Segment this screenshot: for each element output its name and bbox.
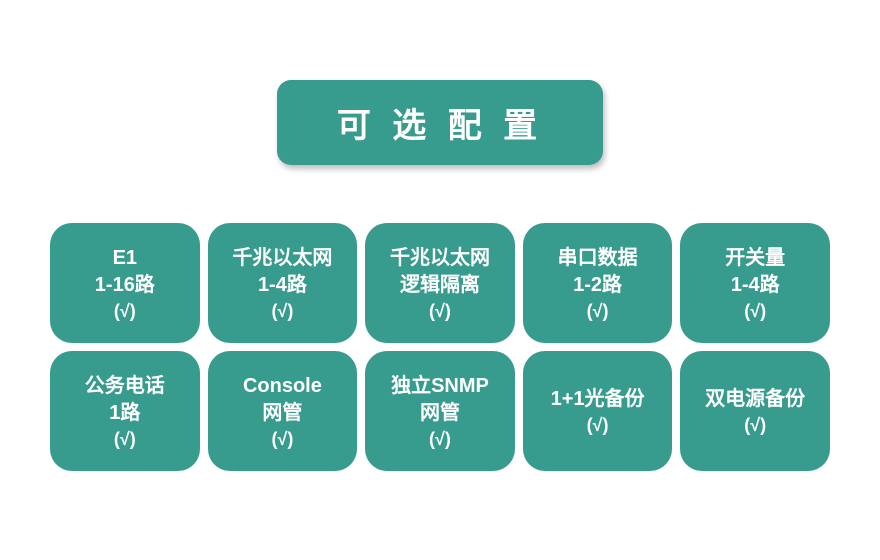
option-check: (√) — [429, 301, 451, 322]
option-card: Console网管(√) — [208, 351, 358, 471]
option-card: 千兆以太网逻辑隔离(√) — [365, 223, 515, 343]
option-check: (√) — [587, 301, 609, 322]
option-line2: 1-2路 — [573, 272, 622, 299]
option-line2: 1-4路 — [731, 272, 780, 299]
option-check: (√) — [744, 301, 766, 322]
infographic-container: 可 选 配 置 E11-16路(√)千兆以太网1-4路(√)千兆以太网逻辑隔离(… — [0, 0, 880, 560]
option-line2: 网管 — [420, 400, 460, 427]
option-card: E11-16路(√) — [50, 223, 200, 343]
option-line1: 千兆以太网 — [390, 245, 490, 272]
option-check: (√) — [114, 429, 136, 450]
option-line2: 1-16路 — [95, 272, 155, 299]
option-line1: 独立SNMP — [391, 373, 489, 400]
option-card: 1+1光备份(√) — [523, 351, 673, 471]
option-card: 公务电话1路(√) — [50, 351, 200, 471]
option-check: (√) — [429, 429, 451, 450]
option-line2: 1-4路 — [258, 272, 307, 299]
option-check: (√) — [114, 301, 136, 322]
option-check: (√) — [271, 429, 293, 450]
option-line2: 逻辑隔离 — [400, 272, 480, 299]
option-card: 千兆以太网1-4路(√) — [208, 223, 358, 343]
option-line1: 公务电话 — [85, 373, 165, 400]
option-line1: 千兆以太网 — [232, 245, 332, 272]
option-line1: 双电源备份 — [705, 386, 805, 413]
option-card: 独立SNMP网管(√) — [365, 351, 515, 471]
header-box: 可 选 配 置 — [277, 80, 603, 165]
options-grid: E11-16路(√)千兆以太网1-4路(√)千兆以太网逻辑隔离(√)串口数据1-… — [50, 223, 830, 471]
option-line2: 1路 — [109, 400, 140, 427]
option-line1: 开关量 — [725, 245, 785, 272]
option-card: 串口数据1-2路(√) — [523, 223, 673, 343]
option-line1: Console — [243, 373, 322, 400]
option-line1: E1 — [113, 245, 137, 272]
header-title: 可 选 配 置 — [337, 98, 543, 147]
option-check: (√) — [744, 415, 766, 436]
option-line1: 串口数据 — [558, 245, 638, 272]
option-check: (√) — [587, 415, 609, 436]
option-check: (√) — [271, 301, 293, 322]
option-card: 双电源备份(√) — [680, 351, 830, 471]
option-line2: 网管 — [262, 400, 302, 427]
option-line1: 1+1光备份 — [551, 386, 645, 413]
option-card: 开关量1-4路(√) — [680, 223, 830, 343]
